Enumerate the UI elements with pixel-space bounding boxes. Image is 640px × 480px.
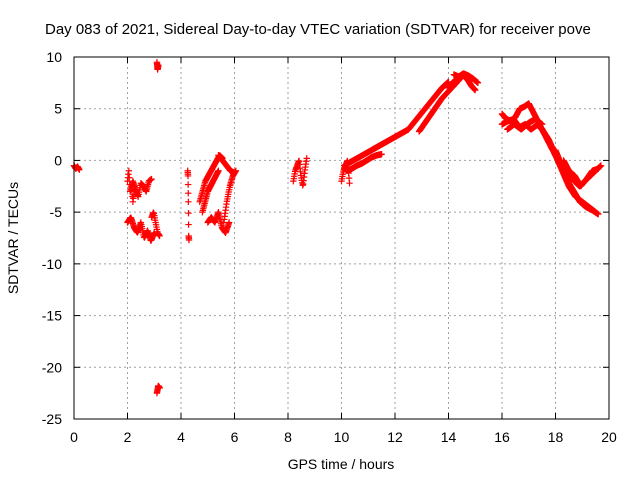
y-tick-label: -20 (42, 359, 62, 375)
data-point (185, 198, 192, 205)
y-axis-label: SDTVAR / TECUs (5, 182, 21, 294)
data-point (126, 174, 133, 181)
data-point (156, 384, 163, 392)
data-point (215, 167, 222, 174)
x-tick-label: 0 (70, 429, 78, 445)
x-tick-label: 8 (284, 429, 292, 445)
data-point (595, 211, 602, 218)
x-tick-label: 6 (231, 429, 239, 445)
data-point (185, 221, 192, 228)
data-points (70, 58, 605, 397)
data-point (346, 179, 353, 187)
y-tick-label: -10 (42, 256, 62, 272)
data-point (378, 151, 385, 158)
data-point (148, 175, 155, 183)
axis-ticks (73, 56, 610, 420)
x-tick-label: 16 (494, 429, 510, 445)
y-tick-labels: 10 5 0 -5 -10 -15 -20 -25 (42, 49, 62, 427)
data-point (595, 165, 602, 172)
y-tick-label: -25 (42, 411, 62, 427)
data-point (156, 232, 163, 240)
data-point (184, 181, 192, 188)
x-tick-label: 20 (601, 429, 617, 445)
data-point (155, 62, 162, 69)
chart-title: Day 083 of 2021, Sidereal Day-to-day VTE… (45, 21, 591, 38)
data-point (184, 172, 192, 180)
x-tick-label: 12 (387, 429, 403, 445)
x-axis-label: GPS time / hours (288, 456, 395, 472)
x-tick-label: 14 (441, 429, 457, 445)
data-point (125, 167, 133, 174)
y-tick-label: -15 (42, 308, 62, 324)
data-point (303, 155, 310, 162)
data-point (76, 166, 83, 173)
data-point (225, 219, 233, 226)
y-tick-label: 5 (54, 101, 62, 117)
data-point (185, 209, 192, 217)
x-tick-label: 10 (334, 429, 350, 445)
x-tick-label: 18 (548, 429, 564, 445)
x-tick-label: 4 (177, 429, 185, 445)
data-point (185, 236, 193, 244)
x-tick-label: 2 (124, 429, 132, 445)
y-tick-label: -5 (50, 204, 63, 220)
data-point (185, 189, 192, 197)
y-tick-label: 0 (54, 152, 62, 168)
data-point (231, 169, 238, 177)
x-tick-labels: 0 2 4 6 8 10 12 14 16 18 20 (70, 429, 617, 445)
data-point (472, 86, 479, 94)
y-tick-label: 10 (46, 49, 62, 65)
data-point (474, 79, 482, 87)
